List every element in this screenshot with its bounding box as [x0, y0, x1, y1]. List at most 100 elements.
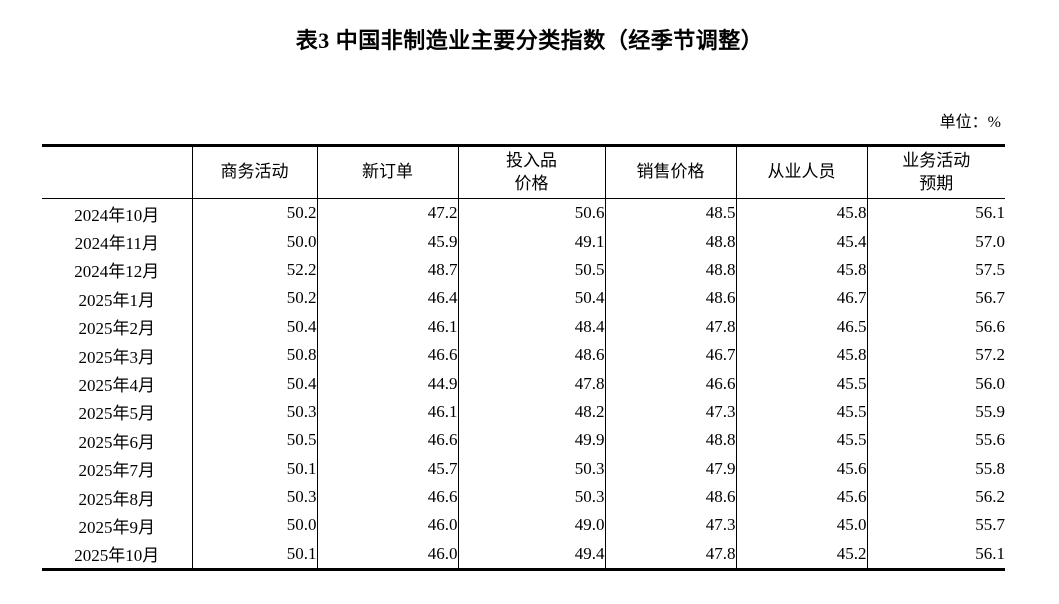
row-period-label: 2025年8月	[78, 489, 156, 509]
value-cell: 47.2	[316, 198, 458, 228]
value-cell: 50.4	[457, 284, 605, 313]
value-cell: 45.6	[735, 482, 867, 512]
value-cell: 50.2	[191, 284, 317, 313]
value-cell: 48.2	[457, 397, 605, 427]
value-cell: 56.2	[866, 482, 1005, 512]
row-period-label: 2025年9月	[78, 517, 156, 537]
row-period-label: 2024年12月	[74, 262, 160, 282]
table-row: 2025年5月 50.3 46.1 48.2 47.3 45.5 55.9	[42, 397, 1005, 427]
table-row: 2025年3月 50.8 46.6 48.6 46.7 45.8 57.2	[42, 340, 1005, 370]
value-cell: 47.8	[457, 369, 605, 398]
row-period-label: 2025年10月	[74, 546, 160, 566]
value-cell: 45.8	[735, 340, 867, 370]
table-row: 2024年12月 52.2 48.7 50.5 48.8 45.8 57.5	[42, 255, 1005, 285]
value-cell: 57.0	[866, 227, 1005, 256]
value-cell: 47.3	[604, 397, 736, 427]
value-cell: 48.4	[457, 312, 605, 341]
value-cell: 48.8	[604, 255, 736, 285]
value-cell: 49.9	[457, 426, 605, 455]
value-cell: 46.6	[604, 369, 736, 398]
value-cell: 48.6	[604, 284, 736, 313]
table-row: 2025年2月 50.4 46.1 48.4 47.8 46.5 56.6	[42, 312, 1005, 341]
row-period-label: 2024年10月	[74, 205, 160, 225]
table-row: 2025年4月 50.4 44.9 47.8 46.6 45.5 56.0	[42, 369, 1005, 398]
table-row: 2025年8月 50.3 46.6 50.3 48.6 45.6 56.2	[42, 482, 1005, 512]
value-cell: 48.5	[604, 198, 736, 228]
value-cell: 50.0	[191, 511, 317, 540]
value-cell: 45.6	[735, 454, 867, 483]
value-cell: 50.4	[191, 312, 317, 341]
value-cell: 47.8	[604, 539, 736, 570]
table-row: 2025年9月 50.0 46.0 49.0 47.3 45.0 55.7	[42, 511, 1005, 540]
value-cell: 57.5	[866, 255, 1005, 285]
value-cell: 47.8	[604, 312, 736, 341]
row-period-label: 2025年6月	[78, 432, 156, 452]
value-cell: 46.4	[316, 284, 458, 313]
row-period-label: 2025年4月	[78, 376, 156, 396]
value-cell: 45.2	[735, 539, 867, 570]
value-cell: 55.6	[866, 426, 1005, 455]
table-row: 2024年11月 50.0 45.9 49.1 48.8 45.4 57.0	[42, 227, 1005, 256]
value-cell: 56.6	[866, 312, 1005, 341]
row-period-label: 2025年7月	[78, 461, 156, 481]
value-cell: 49.0	[457, 511, 605, 540]
row-period-label: 2025年3月	[78, 347, 156, 367]
value-cell: 49.4	[457, 539, 605, 570]
value-cell: 45.0	[735, 511, 867, 540]
value-cell: 45.9	[316, 227, 458, 256]
column-header-2: 投入品 价格	[457, 145, 605, 199]
value-cell: 50.3	[191, 397, 317, 427]
value-cell: 57.2	[866, 340, 1005, 370]
value-cell: 46.1	[316, 397, 458, 427]
table-row: 2025年10月 50.1 46.0 49.4 47.8 45.2 56.1	[42, 539, 1005, 570]
table-body: 2024年10月 50.2 47.2 50.6 48.5 45.8 56.1 2024年11月…	[42, 198, 1005, 570]
value-cell: 45.8	[735, 198, 867, 228]
value-cell: 50.2	[191, 198, 317, 228]
value-cell: 46.1	[316, 312, 458, 341]
value-cell: 46.0	[316, 539, 458, 570]
value-cell: 48.8	[604, 227, 736, 256]
value-cell: 45.8	[735, 255, 867, 285]
value-cell: 56.7	[866, 284, 1005, 313]
unit-label: 单位：%	[939, 114, 1001, 131]
column-header-1: 新订单	[316, 145, 458, 199]
value-cell: 56.1	[866, 539, 1005, 570]
table-row: 2024年10月 50.2 47.2 50.6 48.5 45.8 56.1	[42, 198, 1005, 228]
column-header-5: 业务活动 预期	[866, 145, 1005, 199]
value-cell: 47.9	[604, 454, 736, 483]
value-cell: 50.5	[191, 426, 317, 455]
value-cell: 50.1	[191, 454, 317, 483]
value-cell: 56.0	[866, 369, 1005, 398]
value-cell: 46.0	[316, 511, 458, 540]
value-cell: 55.7	[866, 511, 1005, 540]
value-cell: 50.8	[191, 340, 317, 370]
table-row: 2025年7月 50.1 45.7 50.3 47.9 45.6 55.8	[42, 454, 1005, 483]
corner-cell	[42, 145, 192, 199]
row-period-label: 2025年5月	[78, 404, 156, 424]
value-cell: 50.3	[457, 454, 605, 483]
header-row: 商务活动 新订单 投入品 价格 销售价格 从业人员 业务活动 预期	[42, 145, 1005, 199]
column-header-0: 商务活动	[191, 145, 317, 199]
row-period-label: 2024年11月	[74, 234, 159, 254]
table-header: 商务活动 新订单 投入品 价格 销售价格 从业人员 业务活动 预期	[42, 145, 1005, 199]
value-cell: 48.6	[604, 482, 736, 512]
value-cell: 50.6	[457, 198, 605, 228]
value-cell: 55.8	[866, 454, 1005, 483]
value-cell: 48.6	[457, 340, 605, 370]
pmi-data-table: 商务活动 新订单 投入品 价格 销售价格 从业人员 业务活动 预期 2024年10月 50.…	[42, 144, 1005, 572]
value-cell: 46.6	[316, 426, 458, 455]
table-row: 2025年6月 50.5 46.6 49.9 48.8 45.5 55.6	[42, 426, 1005, 455]
value-cell: 46.7	[604, 340, 736, 370]
value-cell: 50.3	[191, 482, 317, 512]
value-cell: 50.4	[191, 369, 317, 398]
value-cell: 45.5	[735, 397, 867, 427]
value-cell: 46.7	[735, 284, 867, 313]
value-cell: 47.3	[604, 511, 736, 540]
value-cell: 55.9	[866, 397, 1005, 427]
row-period-label: 2025年2月	[78, 319, 156, 339]
value-cell: 50.3	[457, 482, 605, 512]
value-cell: 48.8	[604, 426, 736, 455]
column-header-4: 从业人员	[735, 145, 867, 199]
value-cell: 46.5	[735, 312, 867, 341]
